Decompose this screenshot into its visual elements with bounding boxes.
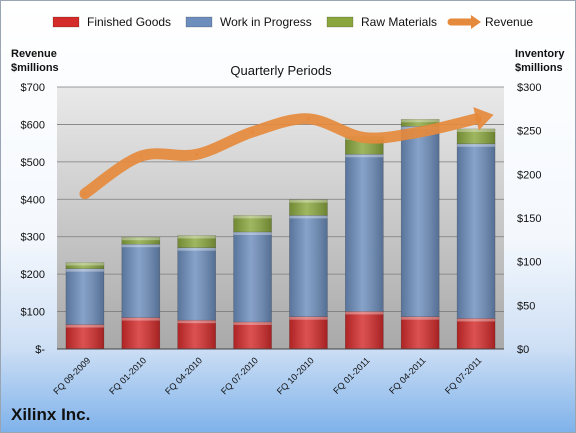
right-tick-label: $200 — [517, 169, 541, 181]
revenue-point — [195, 152, 199, 156]
bar-highlight — [65, 268, 104, 272]
bar-highlight — [457, 128, 496, 132]
bar-shade — [233, 231, 272, 322]
bar-shade — [177, 235, 216, 248]
bar-shade — [289, 199, 328, 216]
left-tick-label: $700 — [21, 82, 45, 94]
left-tick-label: $- — [35, 344, 45, 356]
bar-shade — [177, 320, 216, 349]
company-name: Xilinx Inc. — [11, 405, 91, 424]
revenue-point — [362, 136, 366, 140]
bar-highlight — [233, 321, 272, 325]
legend: Finished Goods Work in Progress Raw Materi… — [52, 15, 533, 29]
right-tick-label: $300 — [517, 82, 541, 94]
legend-swatch-raw-materials — [326, 16, 354, 28]
revenue-point — [139, 154, 143, 158]
bar-shade — [457, 318, 496, 349]
bar-shade — [65, 324, 104, 349]
bar-shade — [177, 247, 216, 321]
legend-label-raw-materials: Raw Materials — [361, 15, 437, 29]
legend-label-work-in-progress: Work in Progress — [220, 15, 312, 29]
left-tick-label: $400 — [21, 194, 45, 206]
bar-highlight — [289, 215, 328, 219]
legend-arrow — [471, 15, 481, 29]
bar-highlight — [289, 316, 328, 320]
bar-shade — [65, 268, 104, 325]
x-tick-label: FQ 01-2011 — [331, 355, 372, 396]
revenue-point — [306, 117, 310, 121]
left-tick-label: $500 — [21, 157, 45, 169]
x-tick-label: FQ 07-2010 — [219, 355, 260, 396]
right-axis-label-line2: $millions — [515, 62, 563, 74]
bar-shade — [121, 237, 160, 245]
bar-shade — [233, 215, 272, 232]
bar-shade — [401, 316, 440, 349]
bar-highlight — [121, 244, 160, 248]
legend-label-finished-goods: Finished Goods — [87, 15, 171, 29]
bar-highlight — [177, 320, 216, 324]
bar-shade — [345, 154, 384, 312]
bar-shade — [65, 262, 104, 269]
bar-highlight — [289, 199, 328, 203]
bar-highlight — [401, 316, 440, 320]
bar-shade — [401, 126, 440, 317]
revenue-point — [251, 130, 255, 134]
revenue-layer — [79, 107, 494, 200]
left-axis-label-line1: Revenue — [11, 48, 57, 60]
x-tick-label: FQ 04-2011 — [387, 355, 428, 396]
bar-highlight — [177, 247, 216, 251]
revenue-point — [474, 117, 478, 121]
left-tick-label: $600 — [21, 119, 45, 131]
right-tick-label: $150 — [517, 213, 541, 225]
bar-highlight — [233, 215, 272, 219]
legend-label-revenue: Revenue — [485, 15, 533, 29]
x-tick-label: FQ 07-2011 — [443, 355, 484, 396]
bar-highlight — [65, 324, 104, 328]
legend-swatch-finished-goods — [52, 16, 80, 28]
bar-shade — [289, 215, 328, 317]
bar-highlight — [177, 235, 216, 239]
bar-shade — [345, 311, 384, 349]
x-tick-label: FQ 09-2009 — [51, 355, 92, 396]
bar-shade — [121, 317, 160, 349]
bar-shade — [457, 143, 496, 319]
revenue-point — [83, 192, 87, 196]
right-axis-label-line1: Inventory — [515, 48, 565, 60]
left-tick-label: $200 — [21, 269, 45, 281]
left-tick-label: $100 — [21, 307, 45, 319]
chart-title: Quarterly Periods — [230, 63, 332, 78]
x-tick-label: FQ 01-2010 — [107, 355, 148, 396]
bar-highlight — [401, 119, 440, 123]
bar-shade — [121, 244, 160, 318]
bar-shade — [289, 316, 328, 349]
right-tick-label: $0 — [517, 344, 529, 356]
bar-highlight — [457, 143, 496, 147]
bar-shade — [233, 321, 272, 349]
bar-highlight — [345, 154, 384, 158]
right-tick-label: $100 — [517, 257, 541, 269]
x-tick-label: FQ 10-2010 — [275, 355, 316, 396]
x-tick-label: FQ 04-2010 — [163, 355, 204, 396]
left-axis-label-line2: $millions — [11, 62, 59, 74]
revenue-point — [418, 130, 422, 134]
bar-highlight — [233, 231, 272, 235]
legend-swatch-work-in-progress — [185, 16, 213, 28]
left-tick-label: $300 — [21, 232, 45, 244]
bar-highlight — [121, 317, 160, 321]
bar-highlight — [345, 311, 384, 315]
right-tick-label: $250 — [517, 126, 541, 138]
bar-highlight — [65, 262, 104, 266]
bar-highlight — [121, 237, 160, 241]
bar-shade — [401, 119, 440, 127]
bar-shade — [457, 128, 496, 144]
bar-highlight — [457, 318, 496, 322]
right-tick-label: $50 — [517, 300, 535, 312]
revenue-arrowhead — [473, 107, 494, 131]
bar-layer — [65, 119, 496, 350]
